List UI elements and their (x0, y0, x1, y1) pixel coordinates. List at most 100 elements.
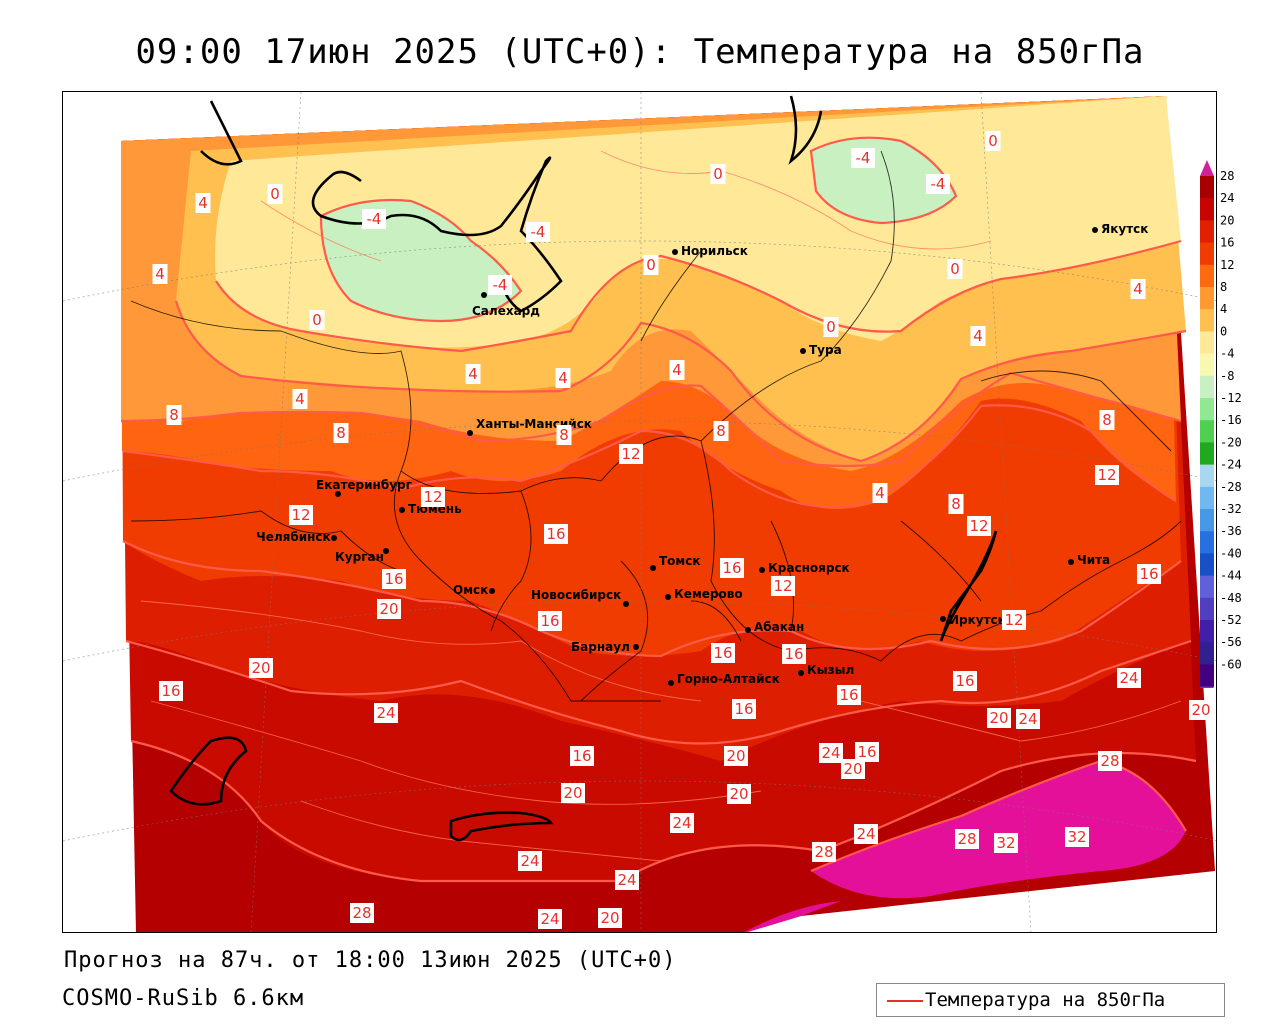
isotherm-label-bg (561, 783, 585, 803)
isotherm-label-text: 24 (376, 704, 395, 722)
isotherm-label-bg (615, 870, 639, 890)
isotherm-label-text: 0 (646, 256, 656, 274)
scale-swatch (1200, 486, 1214, 510)
isotherm-label: 16 (538, 611, 562, 631)
scale-swatch (1200, 620, 1214, 643)
city-dot (335, 491, 341, 497)
isotherm-label-bg (823, 317, 839, 337)
isotherm-label-bg (1099, 410, 1115, 430)
isotherm-label-bg (926, 174, 950, 194)
isotherm-label-text: 4 (875, 484, 885, 502)
isotherm-label-bg (948, 494, 964, 514)
isotherm-label: -4 (488, 275, 512, 295)
model-name: COSMO-RuSib 6.6км (62, 986, 305, 1011)
isotherm-label: 24 (1117, 668, 1141, 688)
isotherm-label-text: 0 (826, 318, 836, 336)
coastline (169, 95, 998, 842)
scale-tick-label: -52 (1220, 613, 1242, 627)
isotherm-label-text: 32 (1067, 828, 1086, 846)
isotherm-label-bg (526, 222, 550, 242)
isotherm-label-text: 12 (1097, 466, 1116, 484)
isotherm-label-text: 16 (722, 559, 741, 577)
isotherm-label-bg (1095, 465, 1119, 485)
scale-swatch (1200, 220, 1214, 244)
isotherm-label: -4 (362, 209, 386, 229)
isotherm-label-text: 0 (713, 165, 723, 183)
isotherm-label-text: 16 (734, 700, 753, 718)
scale-tick-label: -36 (1220, 524, 1242, 538)
isotherm-label-bg (152, 264, 168, 284)
scale-swatch (1200, 242, 1214, 266)
city-label-barnaul: Барнаул (571, 640, 630, 654)
isotherm-value-labels: -4 -4 -4 -4 -4 0 0 0 0 0 0 0 4 4 4 4 4 4 4 4 4 8 8 8 8 8 8 12 12 12 12… (152, 131, 1213, 929)
isotherm-label-text: 4 (1133, 280, 1143, 298)
isotherm-label-text: 24 (856, 825, 875, 843)
isotherm-label-text: 24 (672, 814, 691, 832)
isotherm-label: 24 (670, 813, 694, 833)
legend-line-swatch (887, 1000, 923, 1002)
isotherm-label-text: 16 (540, 612, 559, 630)
isotherm-label-text: 4 (558, 369, 568, 387)
isotherm-label-bg (643, 255, 659, 275)
isotherm-label: 20 (727, 784, 751, 804)
city-dot (489, 588, 495, 594)
temperature-map: Норильск Якутск Салехард Тура Ханты-Манс… (62, 91, 1217, 933)
isotherm-label-bg (465, 364, 481, 384)
city-label-kemerovo: Кемерово (674, 587, 743, 601)
isotherm-label-bg (713, 421, 729, 441)
isotherm-label-bg (854, 824, 878, 844)
isotherm-label: 12 (421, 487, 445, 507)
isotherm-label-text: 28 (1100, 752, 1119, 770)
city-label-kurgan: Курган (335, 550, 384, 564)
isotherm-label-bg (350, 903, 374, 923)
isotherm-label-text: 12 (291, 506, 310, 524)
scale-swatch (1200, 375, 1214, 399)
isotherm-label-text: 12 (773, 577, 792, 595)
isotherm-label-bg (556, 425, 572, 445)
city-label-novosibirsk: Новосибирск (531, 588, 621, 602)
isotherm-label-bg (421, 487, 445, 507)
isotherm-label-bg (670, 813, 694, 833)
isotherm-label-bg (374, 703, 398, 723)
scale-swatch (1200, 331, 1214, 355)
isotherm-label-bg (570, 746, 594, 766)
scale-swatch (1200, 353, 1214, 377)
isotherm-label: 16 (1137, 564, 1161, 584)
isotherm-label: 4 (1130, 279, 1146, 299)
city-label-abakan: Абакан (754, 620, 804, 634)
isotherm-label-text: 20 (1191, 701, 1210, 719)
isotherm-label-text: 28 (814, 843, 833, 861)
isotherm-label-text: 4 (468, 365, 478, 383)
isotherm-label: 16 (159, 681, 183, 701)
isotherm-label: 20 (561, 783, 585, 803)
scale-tick-label: 16 (1220, 236, 1234, 250)
color-scale: 28 24 20 16 12 8 4 0 -4 -8 -12 -16 -20 -24 -28 -32 -36 -4… (1200, 160, 1242, 688)
isotherm-label: 12 (1095, 465, 1119, 485)
city-label-kyzyl: Кызыл (807, 663, 854, 677)
isotherm-label: 4 (970, 326, 986, 346)
scale-tick-label: -44 (1220, 569, 1242, 583)
isotherm-label-text: 16 (955, 672, 974, 690)
graticule (63, 92, 1216, 932)
isotherm-label-text: 24 (1119, 669, 1138, 687)
isotherm-label-text: 0 (312, 311, 322, 329)
isotherm-label: 0 (985, 131, 1001, 151)
isotherm-label-bg (1189, 700, 1213, 720)
isotherm-label-bg (619, 444, 643, 464)
city-label-khanty-mansiysk: Ханты-Мансийск (476, 417, 592, 431)
isotherm-label-bg (837, 685, 861, 705)
scale-tick-label: -60 (1220, 657, 1242, 671)
isotherm-label: 12 (289, 505, 313, 525)
city-dot (623, 601, 629, 607)
scale-tick-label: -12 (1220, 391, 1242, 405)
isotherm-label: 32 (994, 833, 1018, 853)
isotherm-label-bg (292, 389, 308, 409)
scale-swatch (1200, 176, 1214, 199)
isotherm-label-bg (249, 658, 273, 678)
city-dot (672, 249, 678, 255)
isotherm-label: 16 (855, 742, 879, 762)
isotherm-label: 16 (382, 569, 406, 589)
isotherm-label-bg (720, 558, 744, 578)
isotherm-label-bg (724, 746, 748, 766)
city-dot (399, 507, 405, 513)
